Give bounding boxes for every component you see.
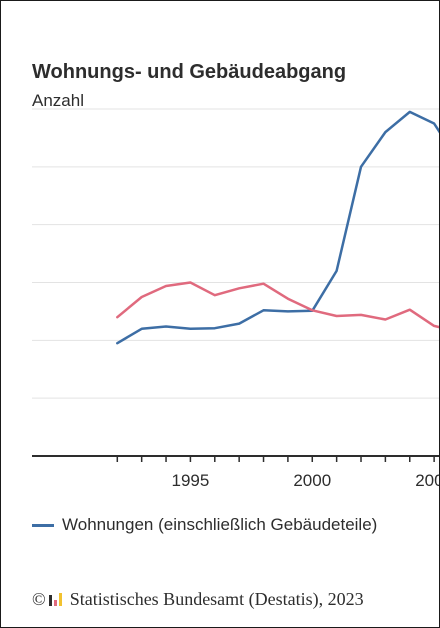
series-line-second [116,281,439,329]
chart-title: Wohnungs- und Gebäudeabgang [32,61,347,83]
line-chart: 1995 2000 2005 [32,108,440,490]
legend-swatch-wohnungen [32,523,54,527]
x-tick-label-1995: 1995 [171,471,209,490]
chart-subtitle: Anzahl [32,91,84,110]
source-note: © Statistisches Bundesamt (Destatis), 20… [32,589,364,610]
source-text: Statistisches Bundesamt (Destatis), 2023 [69,589,364,609]
series-line-wohnungen [116,110,439,345]
copyright-symbol: © [32,589,46,609]
x-tick-label-2000: 2000 [293,471,331,490]
destatis-logo-icon [48,592,64,608]
x-tick-label-2005: 2005 [415,471,440,490]
legend-label-wohnungen: Wohnungen (einschließlich Gebäudeteile) [62,515,378,534]
chart-legend: Wohnungen (einschließlich Gebäudeteile) [32,515,377,535]
